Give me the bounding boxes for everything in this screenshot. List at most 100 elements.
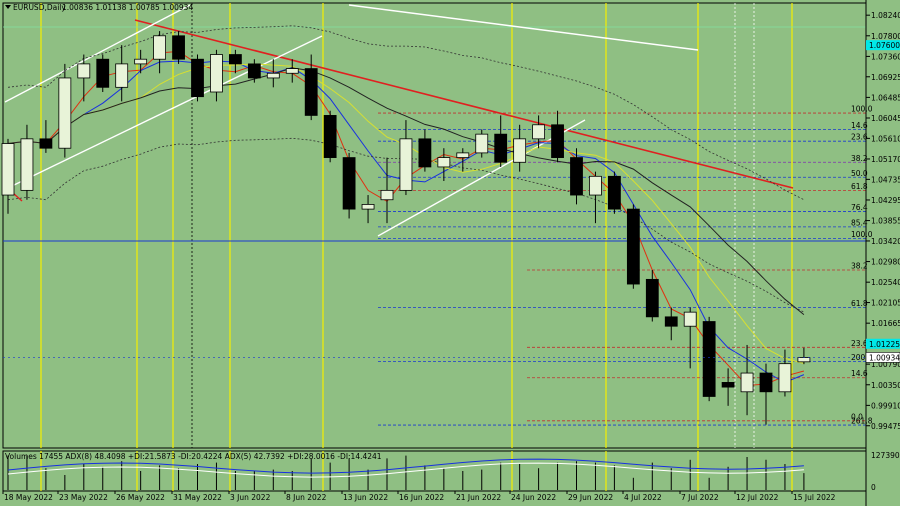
fib-label: 0.0 (851, 412, 863, 421)
x-tick-label: 16 Jun 2022 (399, 493, 444, 502)
candle-body (20, 138, 34, 191)
fib-label: 100.0 (851, 105, 873, 114)
adx-line (7, 458, 804, 474)
candle-body (191, 58, 204, 98)
y-tick-label: 1.07800 (871, 32, 900, 41)
y-tick-label: 0.99910 (871, 401, 900, 410)
candle-body (418, 138, 432, 168)
x-tick-label: 12 Jul 2022 (736, 493, 779, 502)
fib-label: 38.2 (851, 262, 868, 271)
dropdown-arrow-icon[interactable] (5, 5, 11, 9)
y-tick-label: 1.02980 (871, 258, 900, 267)
trend-lines (4, 4, 794, 237)
current-price-marker (865, 352, 900, 363)
candle-body (228, 54, 242, 65)
candle-body (759, 372, 773, 393)
y-tick-label: 1.00350 (871, 381, 900, 390)
candle-body (532, 124, 545, 140)
x-tick-label: 23 May 2022 (59, 493, 108, 502)
y-tick-label: 1.02540 (871, 278, 900, 287)
candle-body (513, 138, 527, 163)
fib-label: 61.8 (851, 182, 868, 191)
y-tick-label: 1.00790 (871, 360, 900, 369)
fib-label: 50.0 (851, 169, 868, 178)
candle-body (380, 189, 394, 201)
channel-lower (11, 35, 323, 187)
fib-label: 61.8 (851, 299, 868, 308)
candle-body (115, 63, 129, 88)
level-marker (866, 40, 900, 51)
fib-label: 23.6 (851, 133, 868, 142)
y-tick-label: 0.99475 (871, 422, 900, 431)
candle-body (437, 157, 451, 168)
candles (1, 31, 866, 425)
x-tick-label: 7 Jul 2022 (681, 493, 719, 502)
candle-body (702, 321, 716, 397)
fibonacci-levels: 100.0 14.6 23.6 38.2 50.0 61.8 76.4 85.4 100.0 38… (378, 105, 873, 426)
candle-body (740, 372, 754, 393)
y-tick-label: 1.04295 (871, 196, 900, 205)
y-tick-label: 1.08240 (871, 11, 900, 20)
fib-label: 23.6 (851, 339, 868, 348)
y-tick-label: 1.04735 (871, 175, 900, 184)
candle-body (494, 133, 508, 163)
x-tick-label: 3 Jun 2022 (230, 493, 271, 502)
candle-body (1, 143, 15, 196)
candle-body (266, 72, 280, 79)
y-tick-label: 1.03420 (871, 237, 900, 246)
session-grid (2, 2, 867, 492)
x-tick-label: 15 Jul 2022 (793, 493, 836, 502)
candle-body (475, 133, 489, 154)
candle-body (361, 204, 375, 210)
candle-body (247, 63, 261, 79)
fib-label: 85.4 (851, 218, 868, 227)
band-lower (7, 137, 805, 313)
y-tick-label: 1.06045 (871, 114, 900, 123)
candle-body (96, 58, 110, 88)
candle-body (39, 138, 53, 149)
candle-body (134, 58, 148, 65)
x-tick-label: 21 Jun 2022 (456, 493, 501, 502)
rising-line (377, 119, 586, 237)
y-tick-label: 1.03855 (871, 217, 900, 226)
candle-body (683, 311, 697, 327)
y-tick-label: 1.01665 (871, 319, 900, 328)
candle-body (570, 157, 583, 196)
ma-13-line (7, 67, 805, 315)
x-tick-label: 8 Jun 2022 (286, 493, 327, 502)
candle-body (589, 175, 602, 196)
volume-indicator-label: Volumes 17455 ADX(8) 48.4098 +DI:21.5873… (5, 452, 382, 461)
fib-label: 14.6 (851, 369, 868, 378)
candle-body (77, 63, 91, 79)
y-tick-label: 1.05170 (871, 155, 900, 164)
candle-body (626, 208, 640, 285)
candle-body (721, 382, 735, 388)
fib-label: 261.8 (851, 417, 873, 426)
band-upper (7, 25, 805, 201)
candle-body (323, 115, 337, 158)
ohlc-readout: 1.00836 1.01138 1.00785 1.00934 (62, 3, 193, 12)
y-tick-label: 1.02105 (871, 299, 900, 308)
volume-axis-label: 127390 (871, 451, 900, 460)
fib-label: 76.4 (851, 203, 868, 212)
x-tick-label: 4 Jul 2022 (624, 493, 662, 502)
symbol-label: EURUSD,Daily (13, 3, 66, 12)
fib-label: 14.6 (851, 121, 868, 130)
candle-body (797, 357, 811, 363)
level-marker (866, 338, 900, 349)
y-tick-label: 1.07360 (871, 52, 900, 61)
current-price-label: 1.00934 (869, 353, 900, 362)
price-axis: 1.08240 1.07800 1.07360 1.06925 1.06485 1.060… (865, 0, 900, 506)
x-tick-label: 24 Jun 2022 (511, 493, 556, 502)
x-tick-label: 31 May 2022 (173, 493, 222, 502)
date-axis: 18 May 2022 23 May 2022 26 May 2022 31 May … (2, 491, 836, 502)
candle-body (210, 54, 223, 93)
x-tick-label: 29 Jun 2022 (568, 493, 613, 502)
candle-body (304, 68, 318, 116)
candle-body (399, 138, 413, 191)
x-tick-label: 26 May 2022 (116, 493, 165, 502)
volume-panel (7, 455, 805, 490)
level-marker-label: 1.01225 (869, 340, 900, 349)
level-marker-label: 1.07600 (869, 41, 900, 50)
y-tick-label: 1.06925 (871, 73, 900, 82)
